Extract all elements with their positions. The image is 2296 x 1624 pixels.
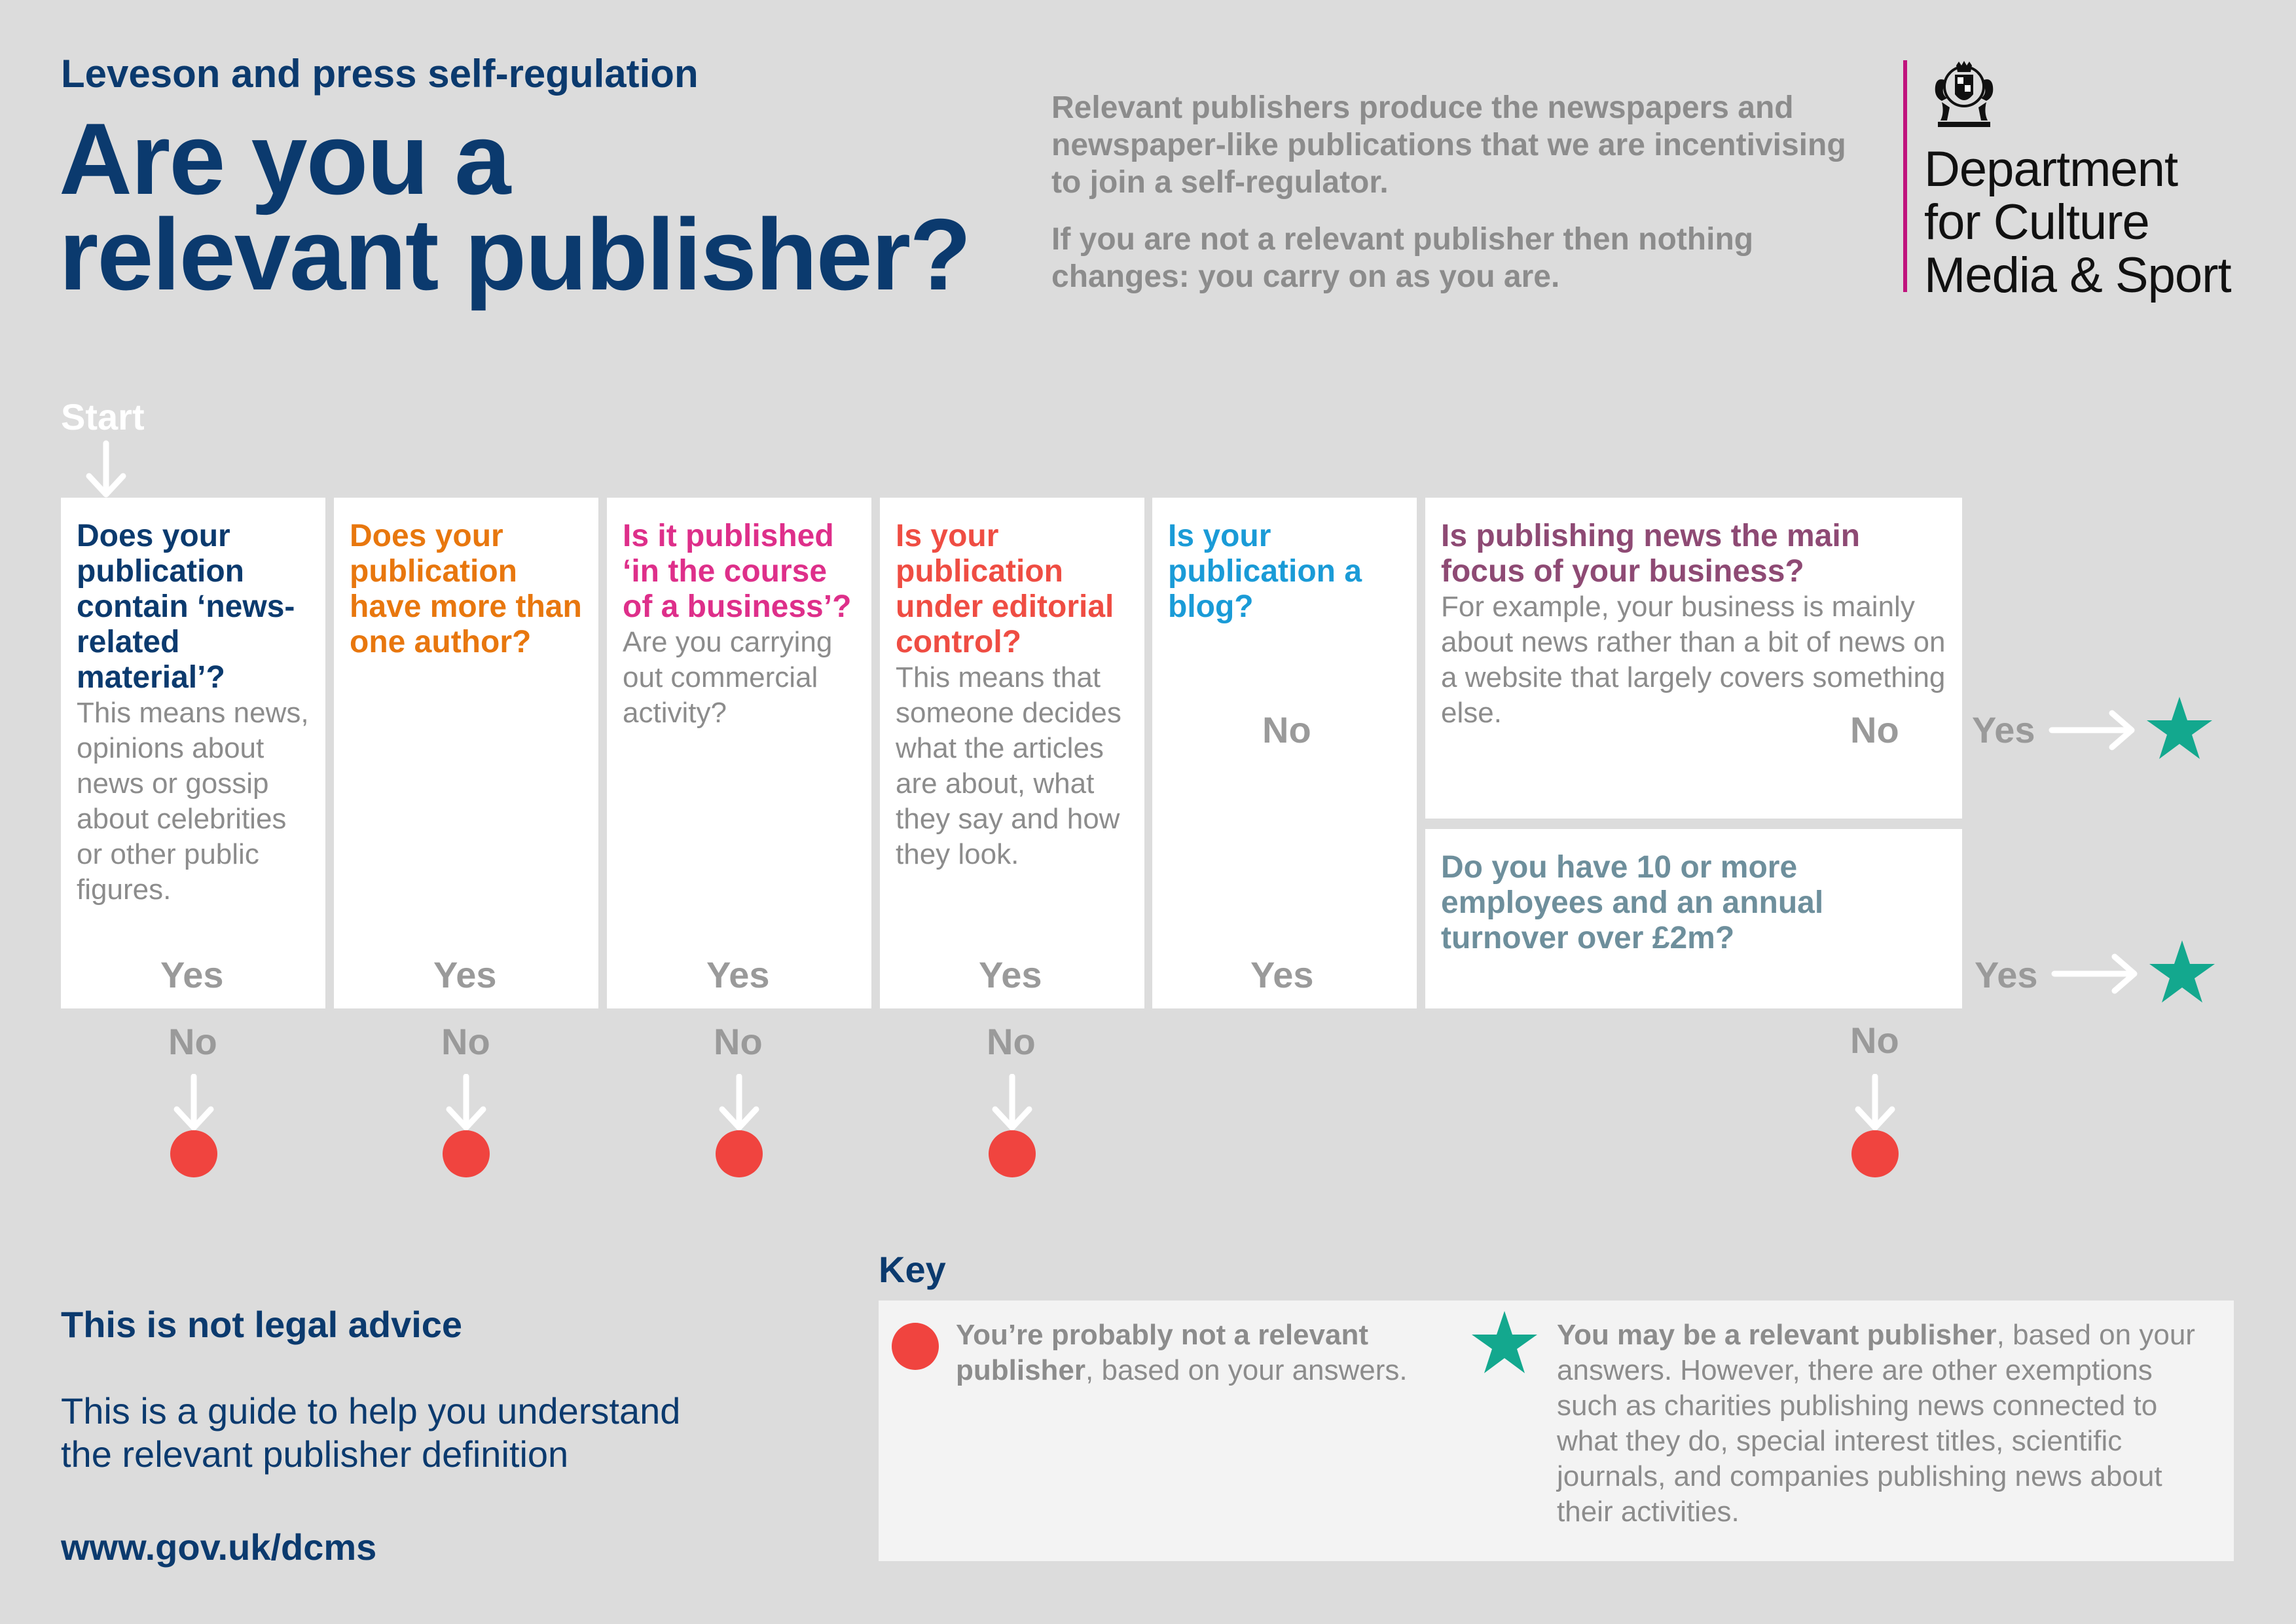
yes-label: Yes	[433, 954, 497, 995]
no-label: No	[1262, 709, 1311, 750]
no-label: No	[1850, 1020, 1899, 1061]
no-label: No	[168, 1021, 217, 1062]
arrow-down-icon	[713, 1074, 765, 1133]
arrow-right-icon	[780, 951, 872, 997]
arrow-right-icon	[2050, 951, 2142, 997]
intro-paragraph-2: If you are not a relevant publisher then…	[1051, 222, 1754, 294]
yes-label: Yes	[979, 954, 1042, 995]
arrow-down-icon	[1849, 760, 1901, 819]
department-name-line-1: Department	[1924, 141, 2178, 197]
arrow-down-icon	[1849, 1074, 1901, 1133]
header-kicker: Leveson and press self-regulation	[61, 52, 699, 96]
not-relevant-dot-icon	[1851, 1130, 1899, 1177]
arrow-right-icon	[1053, 951, 1144, 997]
question-text: Do you have 10 or more employees and an …	[1441, 850, 1824, 955]
question-text: Is publishing news the main focus of you…	[1441, 519, 1861, 589]
not-relevant-dot-icon	[443, 1130, 490, 1177]
yes-label: Yes	[160, 954, 224, 995]
arrow-right-icon	[1325, 951, 1417, 997]
question-card-more-than-one-author: Does your publication have more than one…	[334, 498, 598, 1008]
no-label: No	[441, 1021, 490, 1062]
page-title-line-2: relevant publisher?	[59, 198, 972, 311]
key-not-relevant-bold: You’re probably not a relevant publisher	[956, 1319, 1368, 1386]
no-label: No	[1850, 709, 1899, 750]
question-card-news-related: Does your publication contain ‘news-rela…	[61, 498, 325, 1008]
disclaimer-text: This is a guide to help you understand t…	[61, 1390, 681, 1475]
question-card-employees-turnover: Do you have 10 or more employees and an …	[1425, 829, 1962, 1008]
relevant-publisher-star-icon	[2149, 940, 2215, 1003]
footer-url[interactable]: www.gov.uk/dcms	[61, 1526, 377, 1568]
arrow-right-icon	[2048, 707, 2140, 753]
key-not-relevant-text: You’re probably not a relevant publisher…	[956, 1318, 1493, 1388]
arrow-right-icon	[507, 951, 599, 997]
page-title: Are you a relevant publisher?	[59, 108, 972, 305]
start-arrow-down-icon	[80, 437, 132, 503]
no-label: No	[987, 1021, 1036, 1062]
question-text: Is your publication a blog?	[1168, 519, 1362, 624]
question-text: Is your publication under editorial cont…	[896, 519, 1114, 659]
yes-label: Yes	[1972, 709, 2035, 750]
not-relevant-dot-icon	[716, 1130, 763, 1177]
question-detail: For example, your business is mainly abo…	[1441, 591, 1946, 729]
question-text: Does your publication have more than one…	[350, 519, 582, 659]
key-relevant-rest: , based on your answers. However, there …	[1557, 1319, 2195, 1528]
intro-text: Relevant publishers produce the newspape…	[1051, 89, 1876, 315]
disclaimer-title: This is not legal advice	[61, 1304, 463, 1345]
arrow-down-icon	[986, 1074, 1038, 1133]
not-relevant-dot-icon	[989, 1130, 1036, 1177]
key-not-relevant-dot-icon	[892, 1323, 939, 1370]
yes-label: Yes	[1250, 954, 1314, 995]
relevant-publisher-star-icon	[2147, 697, 2212, 759]
key-box	[879, 1301, 2234, 1561]
intro-paragraph-1: Relevant publishers produce the newspape…	[1051, 90, 1846, 200]
department-name: Department for Culture Media & Sport	[1924, 141, 2232, 303]
arrow-right-icon	[1326, 709, 1418, 754]
arrow-right-icon	[234, 951, 326, 997]
question-detail: Are you carrying out commercial activity…	[623, 626, 833, 729]
start-label: Start	[61, 396, 145, 437]
no-label: No	[714, 1021, 763, 1062]
department-name-line-2: for Culture	[1924, 194, 2150, 250]
royal-coat-of-arms-icon	[1935, 61, 1994, 127]
department-name-line-3: Media & Sport	[1924, 248, 2232, 303]
question-text: Is it published ‘in the course of a busi…	[623, 519, 852, 624]
question-card-blog: Is your publication a blog?	[1152, 498, 1417, 1008]
yes-label: Yes	[1975, 954, 2038, 995]
question-detail: This means news, opinions about news or …	[77, 697, 309, 906]
question-detail: This means that someone decides what the…	[896, 661, 1121, 870]
question-card-course-of-business: Is it published ‘in the course of a busi…	[607, 498, 871, 1008]
page-title-line-1: Are you a	[59, 102, 511, 215]
question-card-news-main-focus: Is publishing news the main focus of you…	[1425, 498, 1962, 819]
key-not-relevant-rest: , based on your answers.	[1085, 1354, 1408, 1386]
key-relevant-star-icon	[1472, 1311, 1537, 1373]
yes-label: Yes	[706, 954, 770, 995]
key-title: Key	[879, 1249, 946, 1290]
not-relevant-dot-icon	[170, 1130, 217, 1177]
arrow-down-icon	[168, 1074, 220, 1133]
arrow-down-icon	[440, 1074, 492, 1133]
key-relevant-bold: You may be a relevant publisher	[1557, 1319, 1997, 1351]
department-rule	[1903, 60, 1907, 292]
question-text: Does your publication contain ‘news-rela…	[77, 519, 295, 695]
key-relevant-text: You may be a relevant publisher, based o…	[1557, 1318, 2218, 1530]
question-card-editorial-control: Is your publication under editorial cont…	[880, 498, 1144, 1008]
